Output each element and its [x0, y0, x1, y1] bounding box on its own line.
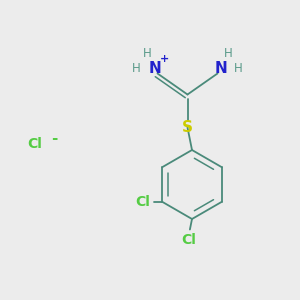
Text: +: +: [160, 54, 169, 64]
Text: Cl: Cl: [182, 233, 196, 247]
Text: -: -: [51, 131, 57, 146]
Text: H: H: [132, 61, 141, 75]
Text: Cl: Cl: [135, 195, 150, 209]
Text: N: N: [148, 61, 161, 76]
Text: H: H: [234, 61, 243, 75]
Text: H: H: [224, 47, 232, 61]
Text: N: N: [214, 61, 227, 76]
Text: S: S: [182, 120, 193, 135]
Text: Cl: Cl: [27, 137, 42, 151]
Text: H: H: [142, 47, 152, 61]
